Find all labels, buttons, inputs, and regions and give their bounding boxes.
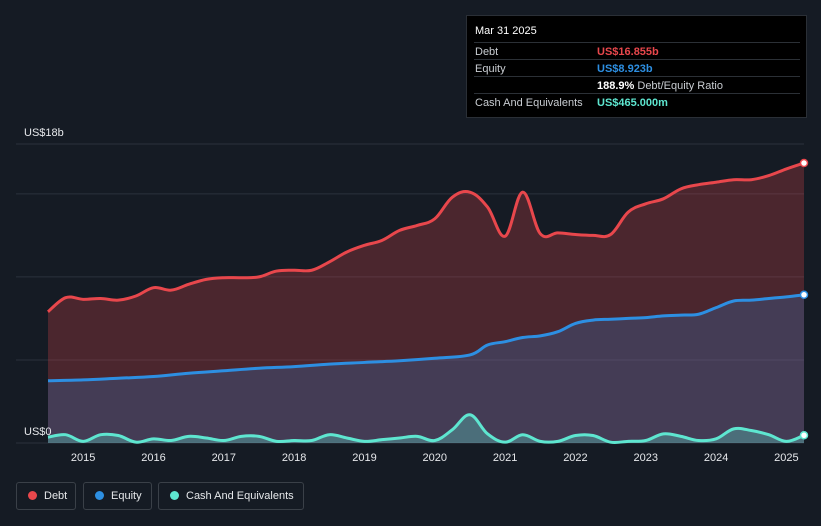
legend-dot-debt bbox=[28, 491, 37, 500]
x-tick-label: 2022 bbox=[563, 452, 587, 464]
tooltip-row-ratio: 188.9% Debt/Equity Ratio bbox=[474, 76, 800, 94]
x-axis-ticks: 2015 2016 2017 2018 2019 2020 2021 2022 2023 2024… bbox=[71, 452, 799, 464]
series-lines bbox=[47, 161, 805, 445]
y-axis-bottom-label: US$0 bbox=[24, 426, 52, 438]
area-equity bbox=[48, 294, 804, 443]
end-marker-debt bbox=[799, 158, 809, 168]
legend-label: Cash And Equivalents bbox=[186, 490, 294, 502]
tooltip-row-equity: Equity US$8.923b bbox=[474, 59, 800, 77]
ratio-suffix: Debt/Equity Ratio bbox=[637, 80, 723, 92]
area-debt bbox=[48, 163, 804, 444]
tooltip-value: US$465.000m bbox=[597, 97, 668, 109]
tooltip-date: Mar 31 2025 bbox=[475, 25, 537, 37]
x-tick-label: 2023 bbox=[634, 452, 658, 464]
legend-item-cash[interactable]: Cash And Equivalents bbox=[158, 482, 304, 510]
line-debt bbox=[47, 161, 805, 313]
legend-dot-cash bbox=[170, 491, 179, 500]
line-equity bbox=[47, 293, 805, 383]
end-marker-equity bbox=[799, 290, 809, 300]
tooltip-label: Equity bbox=[475, 63, 506, 75]
x-tick-label: 2015 bbox=[71, 452, 95, 464]
x-tick-label: 2024 bbox=[704, 452, 728, 464]
line-cash-and-equivalents bbox=[47, 413, 805, 445]
legend-label: Debt bbox=[44, 490, 68, 502]
legend-item-debt[interactable]: Debt bbox=[16, 482, 76, 510]
tooltip-panel: Mar 31 2025 Debt US$16.855b Equity US$8.… bbox=[466, 15, 807, 118]
tooltip-row-debt: Debt US$16.855b bbox=[474, 42, 800, 60]
x-tick-label: 2020 bbox=[423, 452, 447, 464]
tooltip-ratio-value: 188.9% Debt/Equity Ratio bbox=[597, 80, 723, 92]
x-tick-label: 2016 bbox=[141, 452, 165, 464]
series-areas bbox=[48, 163, 804, 444]
tooltip-label: Cash And Equivalents bbox=[475, 97, 583, 109]
x-tick-label: 2021 bbox=[493, 452, 517, 464]
x-tick-label: 2017 bbox=[212, 452, 236, 464]
area-cash-and-equivalents bbox=[48, 414, 804, 443]
legend-dot-equity bbox=[95, 491, 104, 500]
ratio-percent: 188.9% bbox=[597, 80, 635, 92]
x-tick-label: 2019 bbox=[352, 452, 376, 464]
tooltip-row-cash: Cash And Equivalents US$465.000m bbox=[474, 93, 800, 111]
legend-label: Equity bbox=[111, 490, 142, 502]
end-marker-cash-and-equivalents bbox=[799, 431, 809, 440]
x-tick-label: 2018 bbox=[282, 452, 306, 464]
tooltip-value: US$16.855b bbox=[597, 46, 659, 58]
x-tick-label: 2025 bbox=[774, 452, 798, 464]
y-axis-top-label: US$18b bbox=[24, 127, 64, 139]
series-end-markers bbox=[799, 158, 809, 440]
tooltip-label: Debt bbox=[475, 46, 499, 58]
tooltip-value: US$8.923b bbox=[597, 63, 653, 75]
legend-item-equity[interactable]: Equity bbox=[83, 482, 152, 510]
